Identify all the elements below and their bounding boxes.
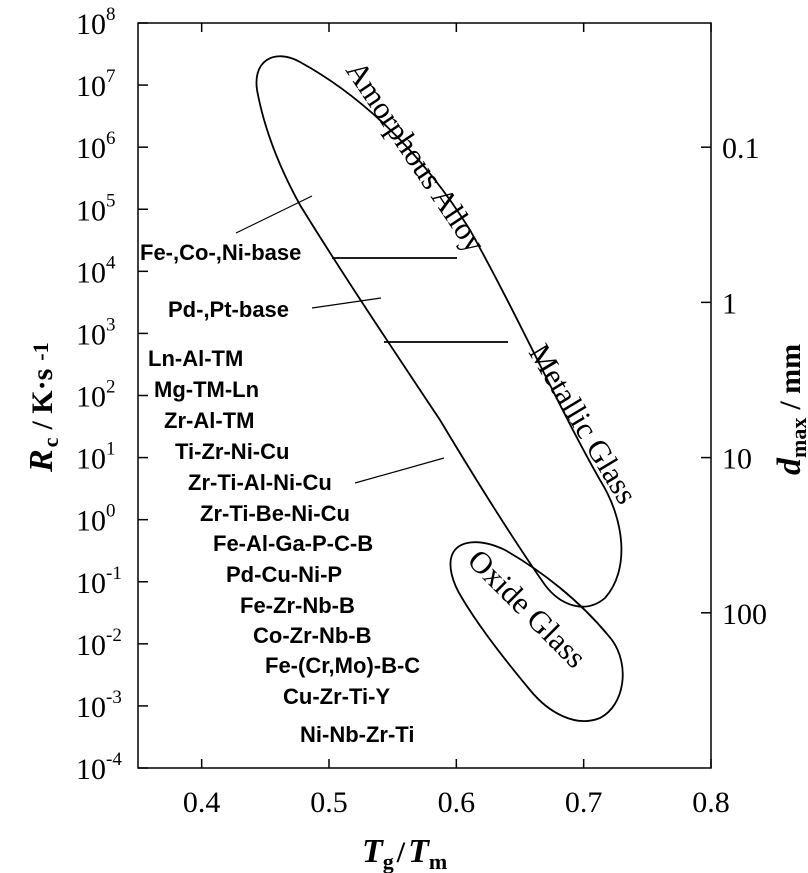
y-tick-label: 101 [76,439,116,476]
alloy-label: Pd-,Pt-base [168,297,289,322]
y-axis-label: Rc / K·s -1 [23,342,63,473]
y-tick-label: 10-3 [76,687,122,724]
y-tick-label: 108 [76,4,116,41]
right-tick-label: 10 [722,443,752,476]
region-label-oxide-glass: Oxide Glass [461,542,594,675]
x-axis-label-main: T [362,833,384,870]
alloy-label: Fe-,Co-,Ni-base [140,240,301,265]
y-tick-label: 107 [76,66,116,103]
alloy-label: Zr-Ti-Be-Ni-Cu [200,501,350,526]
leader-line-fe-co-ni [235,195,313,234]
alloy-label: Cu-Zr-Ti-Y [283,684,390,709]
region-label-amorphous-alloy: Amorphous Alloy [339,54,493,259]
right-axis-label: dmax / mm [771,344,808,475]
leader-line-pd-pt [311,297,382,309]
x-tick-label: 0.4 [183,786,221,819]
y-tick-label: 100 [76,501,116,538]
alloy-label: Zr-Al-TM [164,408,254,433]
y-tick-label: 102 [76,377,116,414]
alloy-label: Fe-Zr-Nb-B [240,593,355,618]
alloy-label: Pd-Cu-Ni-P [226,562,342,587]
x-axis: 0.4 0.5 0.6 0.7 0.8 [183,23,730,819]
region-label-metallic-glass: Metallic Glass [522,338,645,510]
y-tick-label: 103 [76,314,116,351]
alloy-label: Zr-Ti-Al-Ni-Cu [188,470,332,495]
right-tick-label: 0.1 [722,132,760,165]
y-tick-label: 106 [76,128,116,165]
alloy-label: Co-Zr-Nb-B [253,623,372,648]
right-tick-label: 1 [722,287,737,320]
x-tick-label: 0.7 [565,786,603,819]
y-tick-label: 10-2 [76,625,122,662]
x-axis-label-sub1: g [383,849,394,873]
x-axis-label-sep: / [396,836,406,869]
oxide-glass-region [449,541,624,722]
y-tick-label: 10-4 [76,749,122,786]
y-tick-label: 10-1 [76,563,122,600]
alloy-label: Ni-Nb-Zr-Ti [300,722,414,747]
alloy-label: Fe-(Cr,Mo)-B-C [265,653,420,678]
right-axis-label-main: d [771,457,808,475]
right-axis-label-unit: / mm [774,344,807,411]
x-tick-label: 0.5 [310,786,348,819]
y-axis-label-unit-exp: -1 [28,342,53,360]
x-axis-label: Tg/Tm [362,833,447,873]
y-axis-label-sub: c [38,437,63,447]
alloy-label: Ln-Al-TM [148,346,243,371]
x-axis-label-main2: T [408,833,430,870]
y-tick-label: 105 [76,190,116,227]
alloy-label: Ti-Zr-Ni-Cu [175,439,289,464]
alloy-label: Mg-TM-Ln [154,377,259,402]
x-tick-label: 0.6 [438,786,476,819]
y-tick-label: 104 [76,252,116,289]
y-axis-label-unit: / K·s [26,369,59,431]
leader-line-zr-ti-al-ni-cu [354,457,445,484]
alloy-label: Fe-Al-Ga-P-C-B [213,531,373,556]
amorphous-alloy-region [255,55,623,608]
alloy-labels: Fe-,Co-,Ni-base Pd-,Pt-base Ln-Al-TM Mg-… [140,240,420,747]
y-axis-label-main: R [23,449,60,473]
right-axis-label-sub: max [786,418,808,458]
x-axis-label-sub2: m [429,849,447,873]
right-tick-label: 100 [722,598,767,631]
y-axis: 108 107 106 105 104 103 102 101 100 10-1 10-2 10-3 1… [76,4,148,786]
right-axis: 0.1 1 10 100 [701,132,767,631]
x-tick-label: 0.8 [692,786,730,819]
